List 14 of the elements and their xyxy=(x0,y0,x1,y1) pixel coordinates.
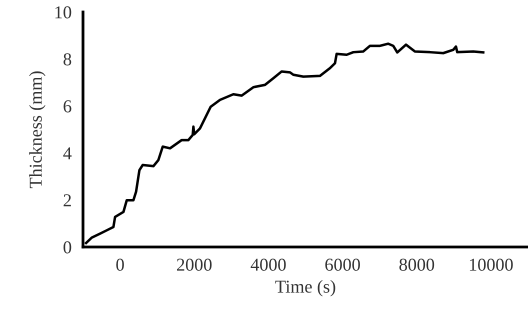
x-tick-label: 2000 xyxy=(176,258,212,271)
y-tick-label: 0 xyxy=(64,241,72,254)
x-tick-label: 4000 xyxy=(250,258,286,271)
x-axis-title: Time (s) xyxy=(275,280,336,296)
y-axis-title: Thickness (mm) xyxy=(29,71,46,188)
y-tick-label: 10 xyxy=(55,6,72,18)
x-tick-label: 10000 xyxy=(470,258,513,271)
y-tick-label: 8 xyxy=(64,53,72,66)
x-tick-label: 0 xyxy=(116,258,124,271)
x-tick-label: 6000 xyxy=(325,258,360,271)
y-tick-label: 2 xyxy=(64,194,71,206)
y-tick-label: 4 xyxy=(63,147,72,160)
x-tick-label: 8000 xyxy=(399,258,434,271)
y-tick-label: 6 xyxy=(64,100,72,112)
